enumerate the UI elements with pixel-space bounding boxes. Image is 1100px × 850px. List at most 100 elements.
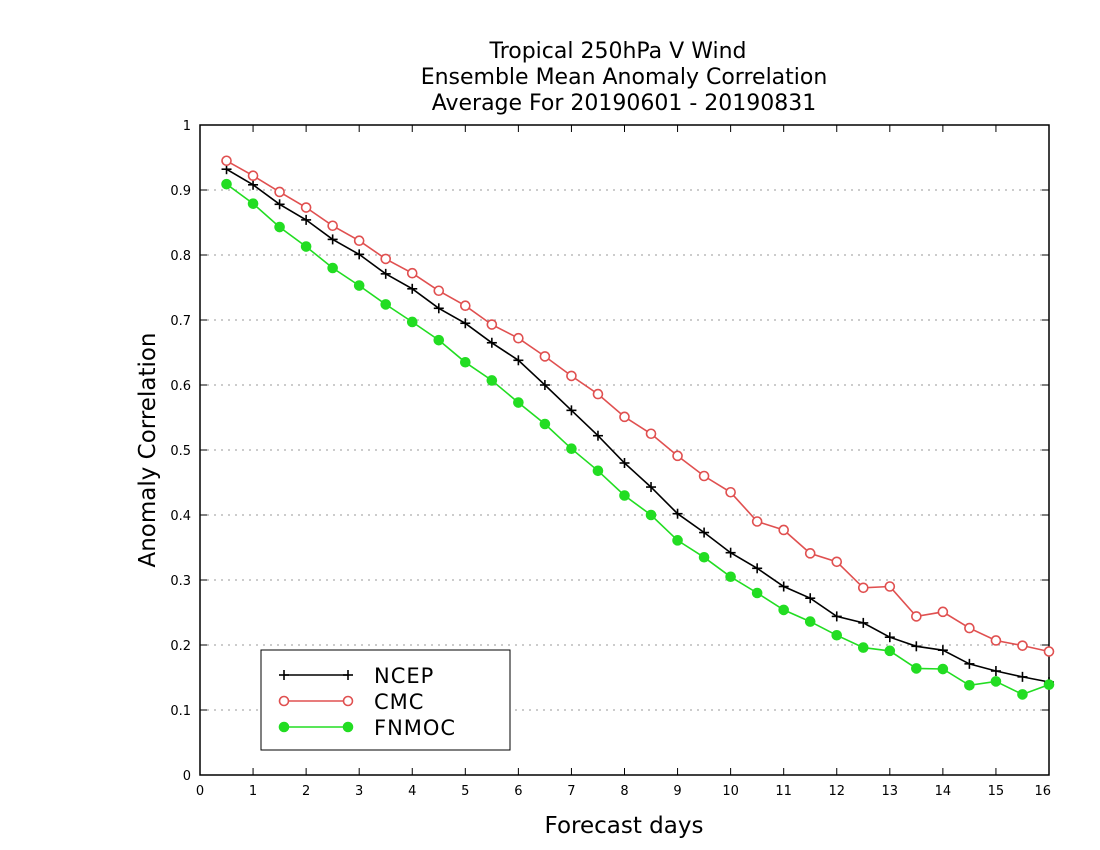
y-tick-label: 0.4 (170, 509, 191, 524)
data-point-fnmoc (353, 280, 365, 291)
data-point-ncep (990, 666, 1001, 676)
data-point-fnmoc (513, 397, 524, 408)
data-point-cmc (645, 428, 657, 440)
data-point-fnmoc (804, 616, 816, 627)
data-point-ncep (752, 563, 763, 574)
data-point-cmc (327, 220, 338, 232)
data-point-ncep (858, 617, 869, 628)
data-point-ncep (672, 508, 683, 519)
data-point-cmc (672, 450, 683, 462)
y-tick-label: 0.8 (170, 249, 191, 264)
data-point-ncep (964, 658, 975, 669)
x-tick-label: 6 (514, 784, 522, 799)
data-point-fnmoc (566, 443, 577, 455)
legend-box (260, 649, 511, 751)
x-tick-label: 4 (408, 784, 416, 799)
data-point-fnmoc (274, 221, 285, 233)
data-point-ncep (513, 355, 524, 366)
data-point-cmc (380, 253, 392, 265)
data-point-ncep (274, 199, 285, 210)
data-point-cmc (300, 202, 312, 213)
data-point-ncep (619, 458, 630, 468)
data-point-ncep (354, 249, 365, 260)
data-point-cmc (751, 516, 763, 527)
data-point-fnmoc (964, 680, 975, 691)
data-point-ncep (248, 179, 259, 190)
data-point-ncep (699, 527, 710, 538)
data-point-fnmoc (990, 676, 1002, 687)
data-point-fnmoc (937, 663, 949, 675)
series-layer (221, 155, 1055, 700)
chart-title-line-3: Average For 20190601 - 20190831 (432, 91, 817, 116)
series-line-fnmoc (226, 183, 1050, 696)
grid-layer (200, 189, 1049, 711)
data-point-fnmoc (698, 551, 710, 563)
data-point-ncep (884, 632, 895, 643)
data-point-cmc (221, 155, 232, 167)
data-point-cmc (1043, 646, 1055, 657)
legend-label-ncep: NCEP (374, 664, 434, 688)
data-point-fnmoc (460, 356, 471, 368)
x-tick-label: 2 (302, 784, 310, 799)
x-tick-label: 9 (673, 784, 681, 799)
legend-entry-fnmoc: FNMOC (278, 716, 456, 740)
data-point-ncep (460, 318, 471, 329)
data-point-cmc (566, 370, 577, 382)
x-tick-label: 5 (461, 784, 469, 799)
data-point-cmc (460, 300, 471, 312)
data-point-fnmoc (327, 262, 338, 274)
data-point-cmc (857, 582, 869, 594)
x-tick-label: 13 (882, 784, 899, 799)
y-axis-label: Anomaly Correlation (135, 332, 161, 567)
x-tick-label: 16 (1034, 784, 1051, 799)
data-point-cmc (831, 556, 843, 568)
data-point-fnmoc (380, 299, 392, 310)
data-point-cmc (274, 186, 285, 198)
data-point-fnmoc (884, 645, 896, 657)
data-point-fnmoc (619, 490, 630, 501)
legend-label-fnmoc: FNMOC (374, 716, 456, 740)
data-point-ncep (778, 581, 789, 592)
y-tick-label: 0.5 (170, 444, 191, 459)
data-point-fnmoc (751, 587, 763, 599)
y-tick-label: 0.6 (170, 379, 191, 394)
data-point-fnmoc (247, 198, 259, 209)
data-point-fnmoc (857, 642, 869, 653)
legend-marker-cmc (278, 695, 290, 707)
data-point-cmc (884, 581, 896, 592)
y-tick-label: 0.7 (170, 314, 191, 329)
y-tick-label: 0.3 (170, 574, 191, 589)
y-tick-label: 1 (183, 119, 191, 134)
legend-entry-cmc: CMC (278, 690, 423, 714)
data-point-ncep (433, 303, 444, 314)
data-point-cmc (911, 611, 922, 622)
data-point-cmc (406, 267, 418, 279)
data-point-fnmoc (672, 535, 683, 546)
x-tick-label: 7 (567, 784, 575, 799)
data-point-cmc (725, 486, 736, 498)
data-point-fnmoc (592, 465, 604, 477)
x-tick-label: 12 (828, 784, 845, 799)
x-tick-label: 3 (355, 784, 363, 799)
data-point-fnmoc (645, 509, 657, 521)
x-tick-label: 0 (196, 784, 204, 799)
x-tick-label: 11 (775, 784, 792, 799)
series-ncep (221, 164, 1054, 688)
data-point-fnmoc (406, 316, 418, 328)
y-tick-label: 0.1 (170, 704, 191, 719)
x-tick-label: 10 (722, 784, 739, 799)
chart-title-line-2: Ensemble Mean Anomaly Correlation (421, 65, 828, 90)
data-point-ncep (911, 641, 922, 652)
x-axis-label: Forecast days (545, 813, 704, 839)
data-point-cmc (353, 235, 365, 246)
data-point-cmc (778, 524, 789, 536)
data-point-cmc (698, 470, 710, 482)
data-point-ncep (725, 547, 736, 558)
data-point-cmc (964, 622, 975, 634)
data-point-ncep (380, 268, 391, 279)
legend-marker-ncep (279, 670, 289, 680)
data-point-fnmoc (1017, 689, 1028, 700)
